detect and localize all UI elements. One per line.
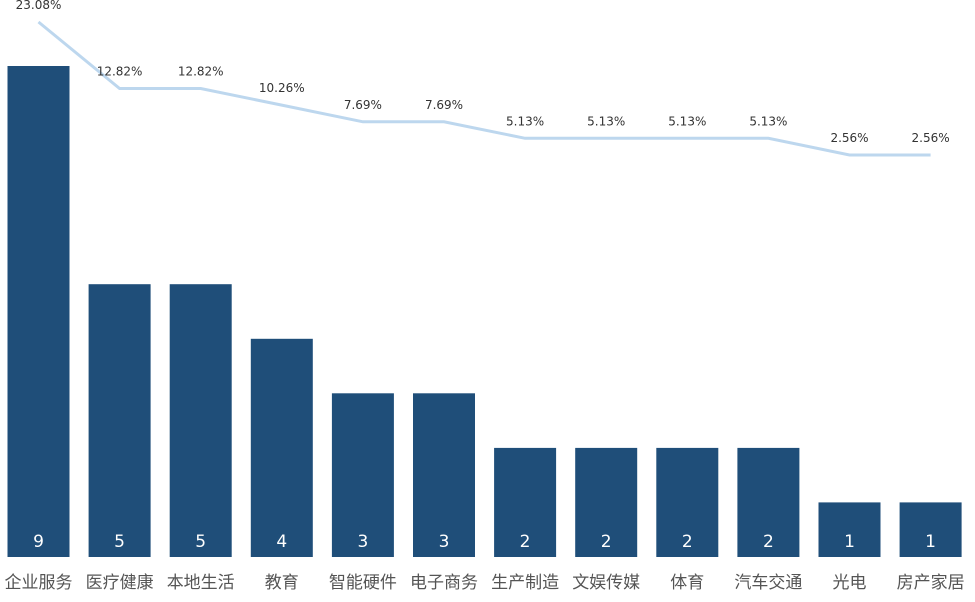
category-label: 汽车交通 xyxy=(734,573,802,593)
bar xyxy=(331,393,394,557)
category-label: 本地生活 xyxy=(167,573,235,593)
category-label: 医疗健康 xyxy=(86,573,154,593)
category-label: 房产家居 xyxy=(897,573,965,593)
bar xyxy=(413,393,475,557)
bar xyxy=(494,447,557,557)
percentage-label: 2.56% xyxy=(830,131,868,145)
category-label: 文娱传媒 xyxy=(572,573,640,593)
bar-value-label: 9 xyxy=(33,532,44,552)
category-label: 光电 xyxy=(833,573,867,593)
bar-value-label: 3 xyxy=(357,532,368,552)
category-label: 电子商务 xyxy=(410,573,478,593)
percentage-label: 12.82% xyxy=(178,65,224,79)
percentage-label: 7.69% xyxy=(425,98,463,112)
bar-value-label: 4 xyxy=(276,532,287,552)
bar xyxy=(818,502,881,557)
bar xyxy=(250,338,313,557)
category-label: 生产制造 xyxy=(491,573,559,593)
category-label: 智能硬件 xyxy=(329,573,397,593)
bar xyxy=(899,502,962,557)
category-labels-group: 企业服务 医疗健康 本地生活 教育 智能硬件 电子商务 生产制造 文娱传媒 体育 汽车交通 光电 房产… xyxy=(5,573,965,593)
category-label: 体育 xyxy=(670,573,704,593)
bar-value-label: 5 xyxy=(195,532,206,552)
bar xyxy=(656,447,719,557)
bar-value-label: 3 xyxy=(439,532,450,552)
category-label: 教育 xyxy=(265,573,299,593)
bar-value-label: 1 xyxy=(925,532,936,552)
category-label: 企业服务 xyxy=(5,573,73,593)
bar xyxy=(575,447,638,557)
percentage-labels-group: 23.08% 12.82% 12.82% 10.26% 7.69% 7.69% 5.13% 5… xyxy=(16,0,950,145)
percentage-label: 2.56% xyxy=(912,131,950,145)
bar-value-label: 2 xyxy=(763,532,774,552)
bar-value-labels-group: 9 5 5 4 3 3 2 2 2 2 1 1 xyxy=(33,532,936,552)
bar xyxy=(7,66,70,557)
bar-value-label: 2 xyxy=(520,532,531,552)
bar-value-label: 5 xyxy=(114,532,125,552)
bar xyxy=(737,447,800,557)
bar xyxy=(169,284,232,557)
percentage-label: 10.26% xyxy=(259,81,305,95)
percentage-label: 7.69% xyxy=(344,98,382,112)
bar-value-label: 2 xyxy=(682,532,693,552)
percentage-label: 5.13% xyxy=(587,114,625,128)
percentage-label: 23.08% xyxy=(16,0,62,12)
percentage-label: 12.82% xyxy=(97,65,143,79)
percentage-label: 5.13% xyxy=(668,114,706,128)
bar xyxy=(88,284,151,557)
percentage-label: 5.13% xyxy=(749,114,787,128)
bars-group xyxy=(7,66,962,557)
percentage-label: 5.13% xyxy=(506,114,544,128)
bar-value-label: 2 xyxy=(601,532,612,552)
bar-value-label: 1 xyxy=(844,532,855,552)
percentage-series-line xyxy=(37,20,931,157)
